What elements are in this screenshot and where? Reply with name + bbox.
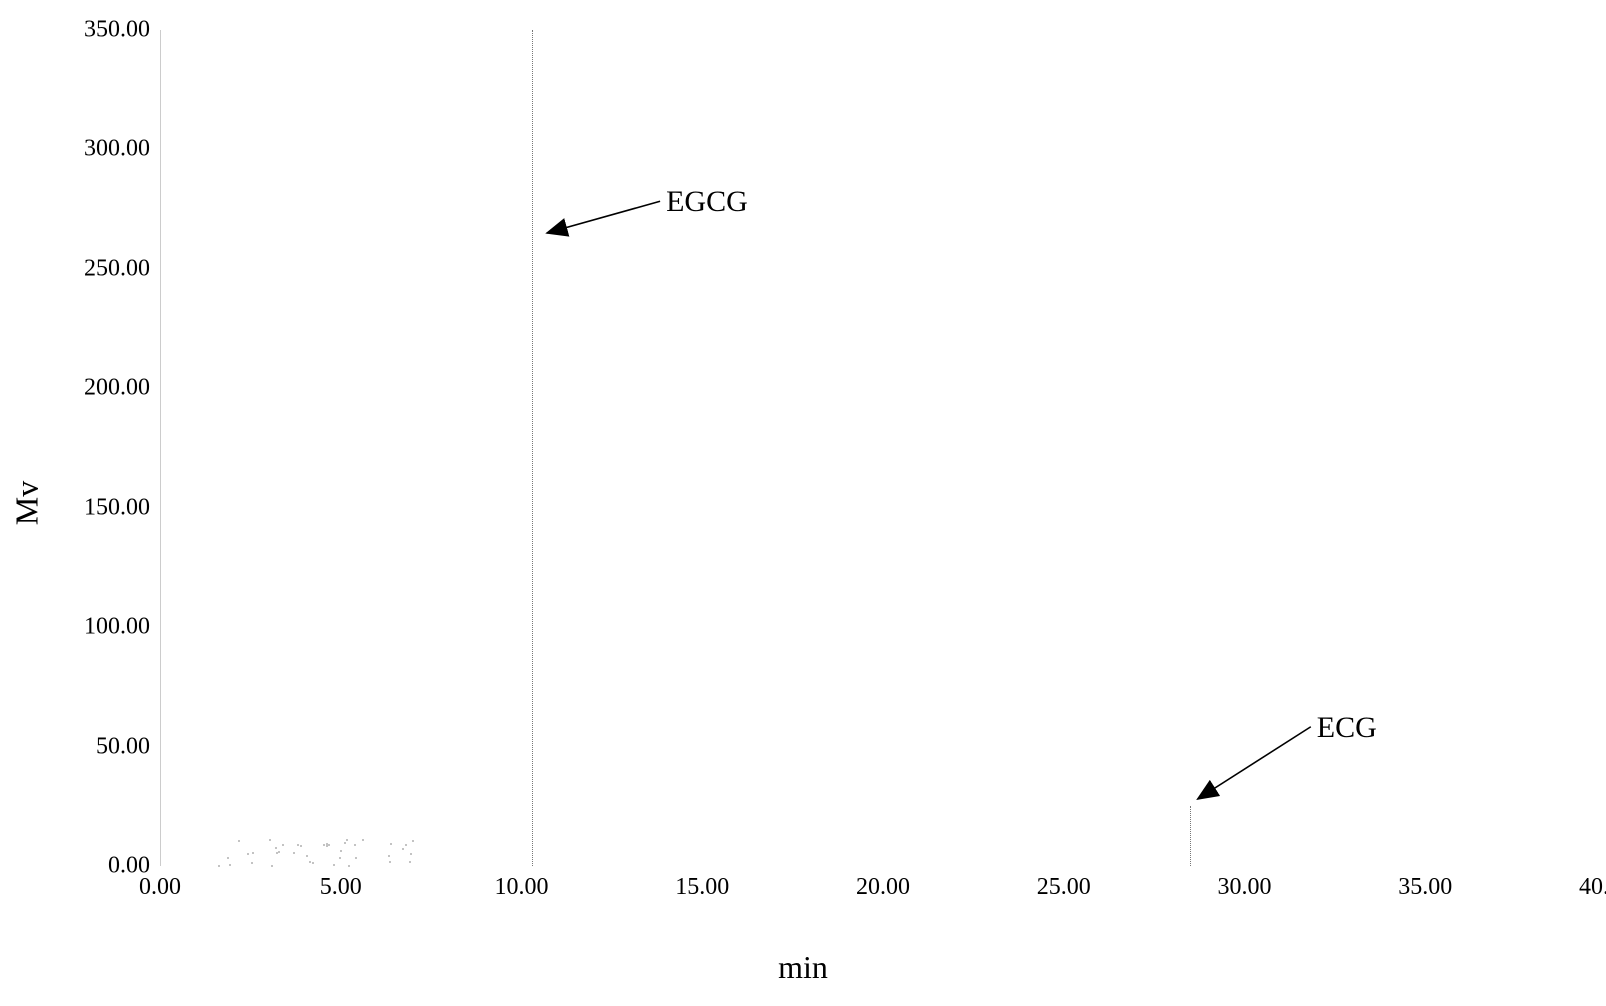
- noise-dot: [389, 861, 391, 863]
- x-axis-label: min: [778, 949, 828, 986]
- noise-dot: [340, 850, 342, 852]
- annotation-egcg-label: EGCG: [666, 185, 748, 219]
- x-tick-label: 35.00: [1398, 874, 1452, 901]
- y-tick-label: 200.00: [60, 375, 150, 402]
- plot-area: [160, 30, 1606, 866]
- noise-dot: [312, 862, 314, 864]
- noise-dot: [251, 862, 253, 864]
- x-tick-label: 0.00: [139, 874, 181, 901]
- noise-dot: [354, 844, 356, 846]
- annotation-arrows: [160, 30, 1606, 866]
- noise-dot: [333, 864, 335, 866]
- y-tick-label: 150.00: [60, 494, 150, 521]
- noise-dot: [269, 839, 271, 841]
- noise-dot: [362, 839, 364, 841]
- arrow-egcg: [547, 201, 660, 233]
- noise-dot: [293, 852, 295, 854]
- x-tick-label: 15.00: [675, 874, 729, 901]
- y-tick-label: 0.00: [60, 853, 150, 880]
- noise-dot: [348, 865, 350, 867]
- noise-dot: [229, 864, 231, 866]
- x-tick-label: 5.00: [320, 874, 362, 901]
- y-axis-label: Mv: [9, 481, 46, 525]
- noise-dot: [252, 852, 254, 854]
- arrow-ecg: [1198, 727, 1311, 799]
- chart-container: 0.00 50.00 100.00 150.00 200.00 250.00 300.00 3…: [0, 0, 1606, 1006]
- noise-dot: [218, 865, 220, 867]
- noise-dot: [410, 853, 412, 855]
- x-tick-label: 25.00: [1037, 874, 1091, 901]
- noise-dot: [309, 861, 311, 863]
- noise-dot: [405, 844, 407, 846]
- peak-egcg: [532, 30, 534, 866]
- x-tick-label: 40.00: [1579, 874, 1606, 901]
- x-tick-label: 10.00: [495, 874, 549, 901]
- noise-dot: [227, 857, 229, 859]
- y-tick-label: 300.00: [60, 136, 150, 163]
- y-tick-label: 350.00: [60, 17, 150, 44]
- noise-dot: [346, 839, 348, 841]
- y-tick-label: 250.00: [60, 255, 150, 282]
- x-tick-label: 30.00: [1218, 874, 1272, 901]
- y-tick-label: 50.00: [60, 733, 150, 760]
- peak-ecg: [1190, 806, 1192, 866]
- x-tick-label: 20.00: [856, 874, 910, 901]
- noise-dot: [278, 851, 280, 853]
- noise-dot: [271, 865, 273, 867]
- noise-dot: [409, 861, 411, 863]
- y-tick-label: 100.00: [60, 614, 150, 641]
- annotation-ecg-label: ECG: [1317, 711, 1377, 745]
- noise-dot: [328, 844, 330, 846]
